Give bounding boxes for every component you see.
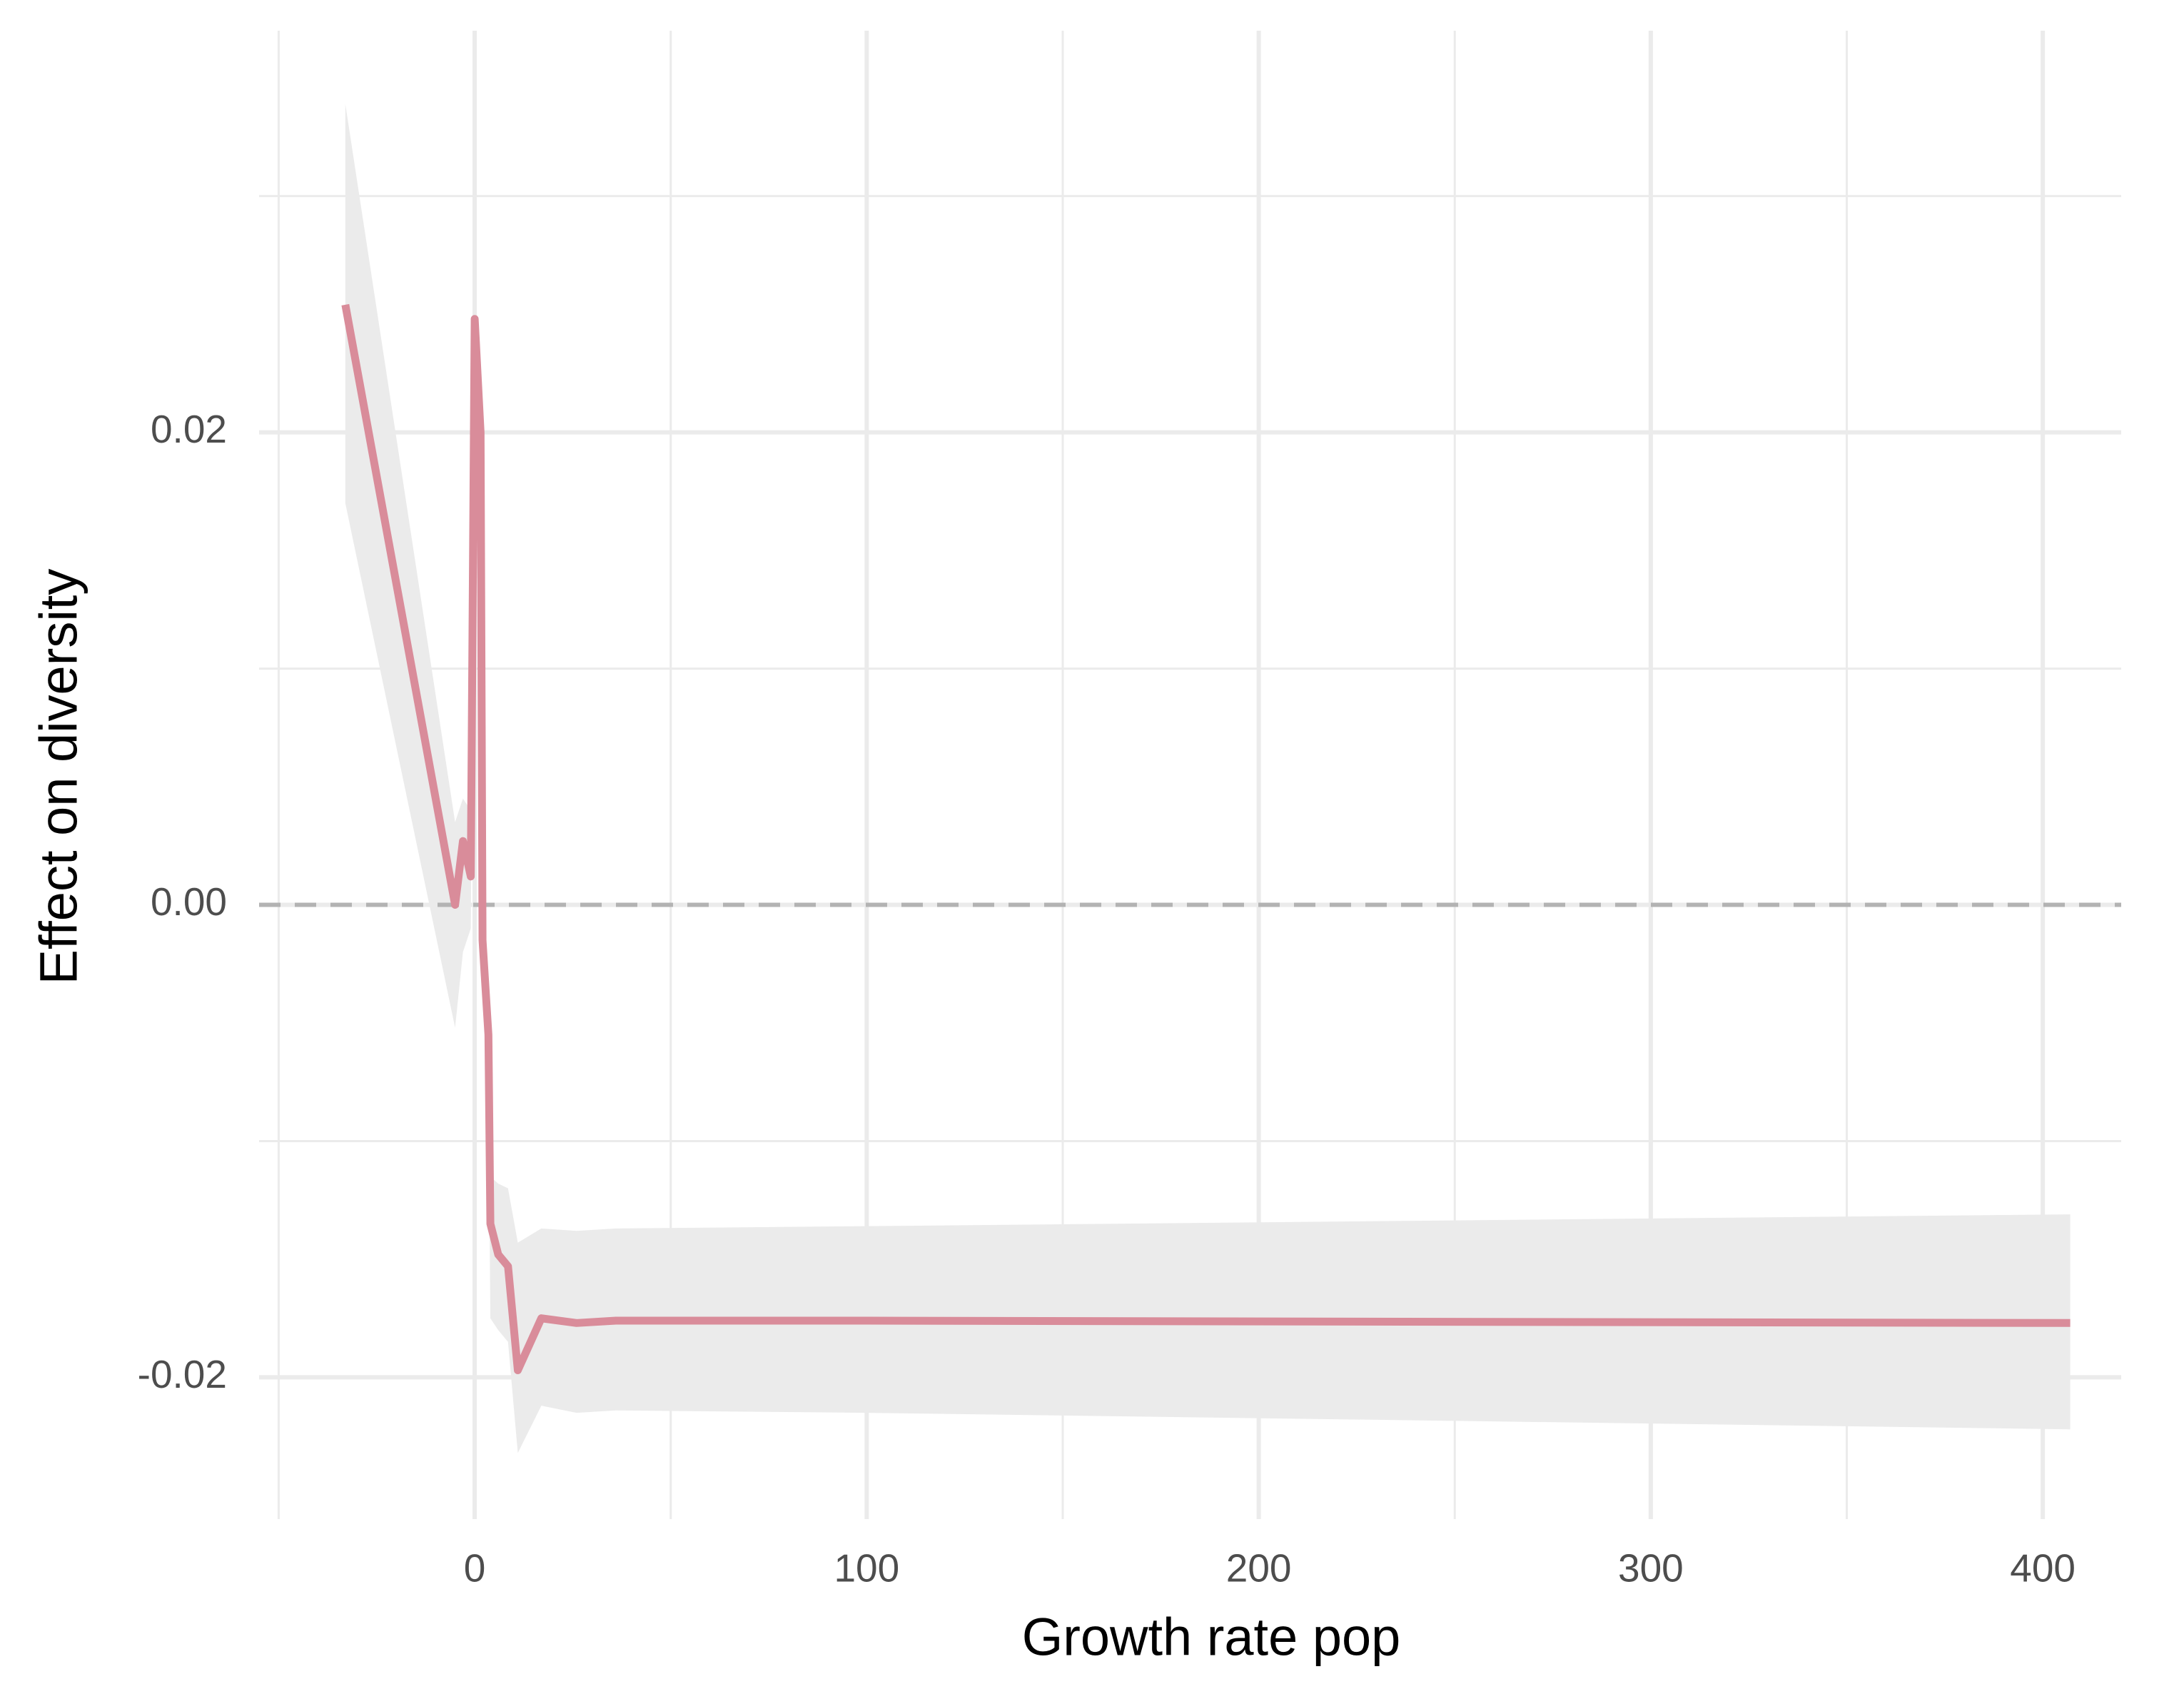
y-tick-label: 0.02 bbox=[151, 407, 227, 451]
x-tick-label: 200 bbox=[1226, 1546, 1292, 1590]
y-tick-label: -0.02 bbox=[138, 1352, 227, 1396]
y-axis-title: Effect on diversity bbox=[29, 569, 89, 985]
x-tick-label: 0 bbox=[464, 1546, 486, 1590]
x-axis-title: Growth rate pop bbox=[1022, 1608, 1401, 1667]
x-tick-label: 100 bbox=[834, 1546, 899, 1590]
x-tick-label: 400 bbox=[2010, 1546, 2076, 1590]
x-tick-label: 300 bbox=[1618, 1546, 1684, 1590]
y-tick-label: 0.00 bbox=[151, 879, 227, 924]
line bbox=[341, 303, 2071, 1374]
confidence-band bbox=[345, 104, 2071, 1453]
